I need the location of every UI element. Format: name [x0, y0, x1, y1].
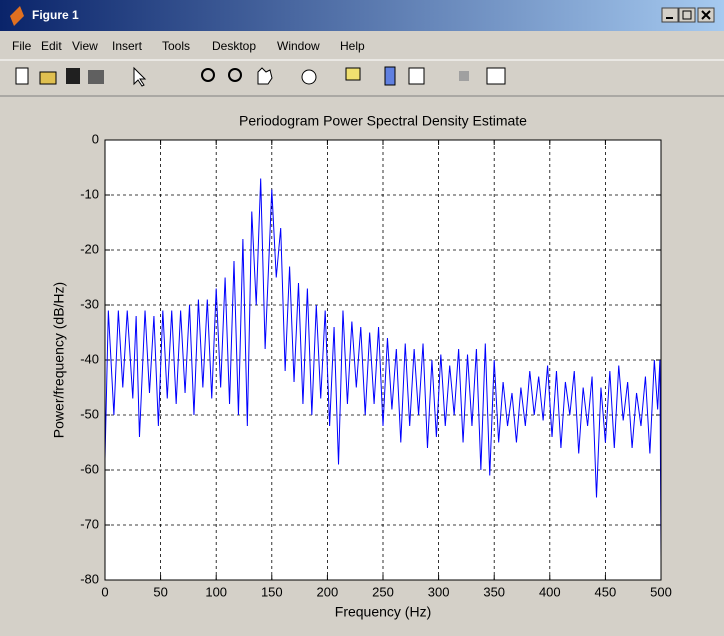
window-title: Figure 1 — [32, 8, 79, 22]
datacursor-button[interactable] — [345, 67, 361, 81]
x-tick-label: 500 — [650, 584, 672, 599]
select-button[interactable] — [133, 66, 147, 87]
pan-button[interactable] — [257, 67, 273, 85]
colorbar-button[interactable] — [384, 66, 396, 86]
y-tick-label: 0 — [92, 131, 99, 146]
rotate-button[interactable] — [301, 69, 317, 85]
chart-title: Periodogram Power Spectral Density Estim… — [239, 113, 527, 129]
app-icon — [10, 6, 24, 26]
plot: Periodogram Power Spectral Density Estim… — [51, 113, 672, 620]
title-bar — [0, 0, 724, 31]
toolbar — [0, 59, 724, 97]
new-button[interactable] — [15, 67, 29, 85]
zoom-out-button[interactable] — [228, 68, 242, 82]
y-tick-label: -30 — [80, 296, 99, 311]
close-icon — [701, 10, 711, 20]
y-tick-label: -50 — [80, 406, 99, 421]
menu-item[interactable]: Desktop — [212, 39, 256, 53]
menu-item[interactable]: Insert — [112, 39, 143, 53]
x-tick-label: 450 — [595, 584, 617, 599]
y-tick-label: -10 — [80, 186, 99, 201]
x-axis-label: Frequency (Hz) — [335, 604, 431, 620]
open-button[interactable] — [39, 71, 57, 85]
y-axis-label: Power/frequency (dB/Hz) — [51, 282, 67, 438]
save-button[interactable] — [66, 68, 80, 84]
y-tick-label: -20 — [80, 241, 99, 256]
print-button[interactable] — [88, 70, 104, 84]
x-tick-label: 300 — [428, 584, 450, 599]
maximize-button[interactable] — [678, 7, 696, 23]
show-tools-button[interactable] — [486, 67, 506, 85]
menu-item[interactable]: Edit — [41, 39, 62, 53]
axes-box — [104, 139, 662, 581]
minimize-button[interactable] — [661, 7, 679, 23]
menu-bar: File Edit View Insert Tools Desktop Window Help — [12, 39, 365, 53]
maximize-icon — [682, 10, 692, 20]
zoom-in-button[interactable] — [201, 68, 215, 82]
x-tick-label: 200 — [317, 584, 339, 599]
x-tick-label: 50 — [153, 584, 167, 599]
x-tick-label: 400 — [539, 584, 561, 599]
window-buttons — [661, 7, 715, 23]
x-tick-label: 250 — [372, 584, 394, 599]
x-tick-label: 100 — [205, 584, 227, 599]
psd-line — [105, 178, 661, 559]
legend-button[interactable] — [408, 67, 425, 85]
menu-item[interactable]: File — [12, 39, 32, 53]
y-tick-label: -80 — [80, 571, 99, 586]
menu-item[interactable]: Window — [277, 39, 320, 53]
y-tick-label: -70 — [80, 516, 99, 531]
x-tick-label: 0 — [101, 584, 108, 599]
y-tick-label: -40 — [80, 351, 99, 366]
menu-item[interactable]: Help — [340, 39, 365, 53]
y-tick-label: -60 — [80, 461, 99, 476]
menu-item[interactable]: View — [72, 39, 98, 53]
x-tick-label: 350 — [483, 584, 505, 599]
x-tick-label: 150 — [261, 584, 283, 599]
hide-tools-button[interactable] — [459, 71, 469, 81]
menu-item[interactable]: Tools — [162, 39, 190, 53]
